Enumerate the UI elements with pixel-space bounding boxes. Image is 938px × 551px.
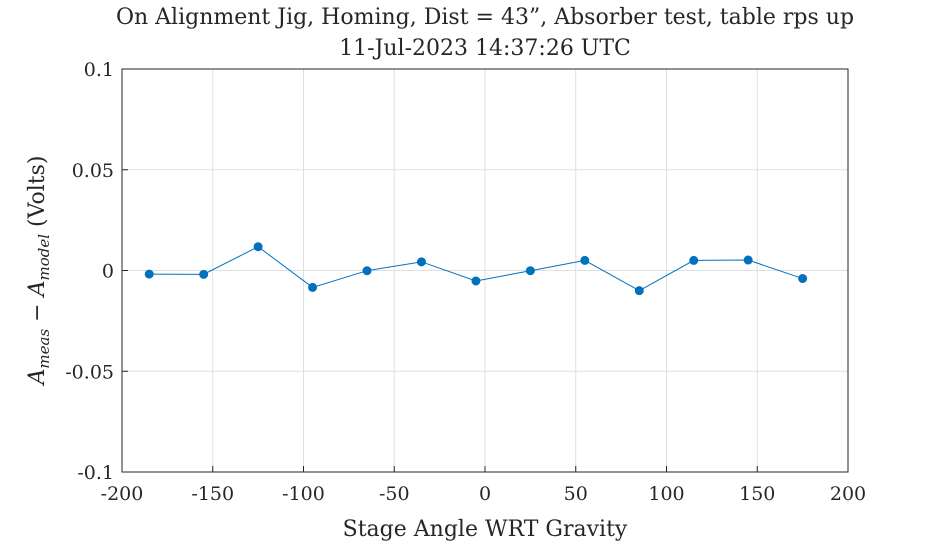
- y-label-sub2: model: [35, 234, 53, 281]
- y-tick-label: -0.1: [77, 462, 114, 484]
- x-axis: -200 -150 -100 -50 0 50 100 150 200: [101, 466, 866, 505]
- data-point: [199, 269, 209, 279]
- x-tick-label: 0: [479, 483, 491, 505]
- x-tick-label: -100: [282, 483, 325, 505]
- x-tick-label: 200: [830, 483, 866, 505]
- y-tick-label: 0.05: [72, 160, 114, 182]
- data-point: [743, 255, 753, 265]
- y-label-minus: −: [25, 296, 50, 328]
- x-tick-label: 50: [564, 483, 588, 505]
- x-tick-label: 100: [648, 483, 684, 505]
- data-point: [308, 282, 318, 292]
- data-point: [689, 255, 699, 265]
- y-axis-label: Ameas − Amodel (Volts): [25, 156, 53, 387]
- data-point: [362, 266, 372, 276]
- y-axis: -0.1 -0.05 0 0.05 0.1: [65, 59, 128, 484]
- grid: [121, 68, 849, 473]
- y-label-sub1: meas: [35, 329, 53, 369]
- data-point: [253, 242, 263, 252]
- x-tick-label: 150: [739, 483, 775, 505]
- y-label-a1: A: [25, 369, 50, 387]
- y-label-unit: (Volts): [25, 156, 50, 234]
- x-tick-label: -50: [379, 483, 410, 505]
- data-point: [416, 257, 426, 267]
- data-point: [634, 286, 644, 296]
- x-tick-label: -200: [101, 483, 144, 505]
- data-point: [525, 266, 535, 276]
- x-tick-label: -150: [191, 483, 234, 505]
- data-point: [144, 269, 154, 279]
- y-tick-label: 0: [102, 261, 114, 283]
- data-point: [580, 255, 590, 265]
- data-point: [798, 274, 808, 284]
- y-label-a2: A: [25, 281, 50, 299]
- chart-title: On Alignment Jig, Homing, Dist = 43”, Ab…: [116, 5, 854, 30]
- data-point: [471, 276, 481, 286]
- series: [144, 242, 808, 296]
- chart-subtitle: 11-Jul-2023 14:37:26 UTC: [339, 36, 631, 61]
- y-tick-label: -0.05: [65, 361, 114, 383]
- x-axis-label: Stage Angle WRT Gravity: [343, 517, 628, 542]
- y-tick-label: 0.1: [84, 59, 114, 81]
